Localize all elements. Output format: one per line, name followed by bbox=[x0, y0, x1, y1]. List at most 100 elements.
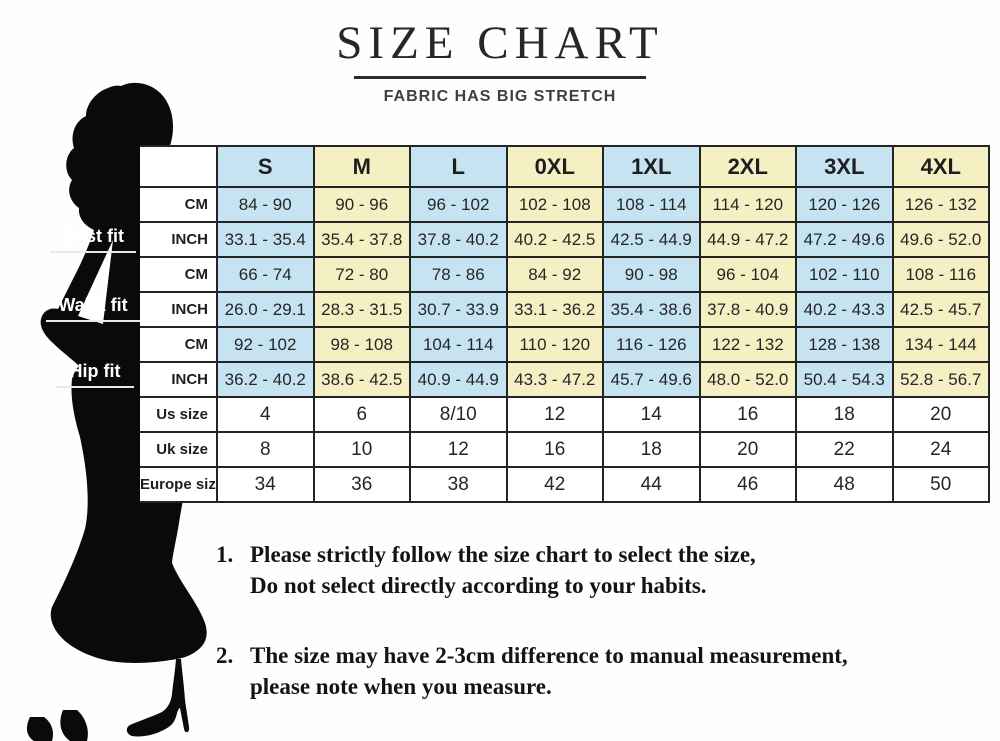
size-cell: 102 - 108 bbox=[505, 186, 604, 223]
size-cell: 47.2 - 49.6 bbox=[795, 221, 894, 258]
size-cell: 116 - 126 bbox=[602, 326, 701, 363]
size-cell: 66 - 74 bbox=[216, 256, 315, 293]
size-cell: 90 - 96 bbox=[312, 186, 411, 223]
size-cell: 30.7 - 33.9 bbox=[409, 291, 508, 328]
size-cell: 22 bbox=[795, 431, 894, 468]
size-column-header: 1XL bbox=[602, 145, 701, 188]
size-cell: 49.6 - 52.0 bbox=[891, 221, 990, 258]
size-cell: 110 - 120 bbox=[505, 326, 604, 363]
size-cell: 8 bbox=[216, 431, 315, 468]
size-cell: 98 - 108 bbox=[312, 326, 411, 363]
size-cell: 33.1 - 36.2 bbox=[505, 291, 604, 328]
size-cell: 84 - 90 bbox=[216, 186, 315, 223]
size-cell: 96 - 104 bbox=[698, 256, 797, 293]
size-cell: 42.5 - 44.9 bbox=[602, 221, 701, 258]
title-block: SIZE CHART FABRIC HAS BIG STRETCH bbox=[0, 16, 1000, 106]
size-cell: 120 - 126 bbox=[795, 186, 894, 223]
size-cell: 50.4 - 54.3 bbox=[795, 361, 894, 398]
row-label: CM bbox=[140, 256, 218, 293]
size-cell: 48 bbox=[795, 466, 894, 503]
size-cell: 108 - 114 bbox=[602, 186, 701, 223]
size-cell: 46 bbox=[698, 466, 797, 503]
size-cell: 44.9 - 47.2 bbox=[698, 221, 797, 258]
row-label: CM bbox=[140, 326, 218, 363]
subtitle: FABRIC HAS BIG STRETCH bbox=[383, 88, 617, 105]
size-cell: 72 - 80 bbox=[312, 256, 411, 293]
size-cell: 126 - 132 bbox=[891, 186, 990, 223]
size-cell: 84 - 92 bbox=[505, 256, 604, 293]
table-row: INCH 33.1 - 35.4 35.4 - 37.8 37.8 - 40.2 40.… bbox=[140, 221, 990, 258]
size-cell: 37.8 - 40.2 bbox=[409, 221, 508, 258]
row-label: Us size bbox=[140, 396, 218, 433]
size-table: S M L 0XL 1XL 2XL 3XL 4XL CM 84 - 90 90 - 96 96 - … bbox=[140, 145, 990, 503]
size-cell: 40.2 - 43.3 bbox=[795, 291, 894, 328]
note-line: Please strictly follow the size chart to… bbox=[250, 542, 756, 567]
size-cell: 4 bbox=[216, 396, 315, 433]
size-table-head: S M L 0XL 1XL 2XL 3XL 4XL bbox=[140, 145, 990, 188]
size-cell: 36 bbox=[312, 466, 411, 503]
size-cell: 10 bbox=[312, 431, 411, 468]
size-cell: 134 - 144 bbox=[891, 326, 990, 363]
size-cell: 43.3 - 47.2 bbox=[505, 361, 604, 398]
size-cell: 28.3 - 31.5 bbox=[312, 291, 411, 328]
size-cell: 36.2 - 40.2 bbox=[216, 361, 315, 398]
size-cell: 114 - 120 bbox=[698, 186, 797, 223]
size-column-header: M bbox=[312, 145, 411, 188]
table-row: CM 92 - 102 98 - 108 104 - 114 110 - 120 116 … bbox=[140, 326, 990, 363]
size-cell: 12 bbox=[409, 431, 508, 468]
size-cell: 16 bbox=[505, 431, 604, 468]
size-cell: 18 bbox=[795, 396, 894, 433]
table-row: Europe size 34 36 38 42 44 46 48 50 bbox=[140, 466, 990, 503]
size-cell: 40.2 - 42.5 bbox=[505, 221, 604, 258]
table-row: CM 84 - 90 90 - 96 96 - 102 102 - 108 108 - 1… bbox=[140, 186, 990, 223]
header-row: S M L 0XL 1XL 2XL 3XL 4XL bbox=[140, 145, 990, 188]
size-cell: 14 bbox=[602, 396, 701, 433]
size-column-header: S bbox=[216, 145, 315, 188]
title-divider bbox=[354, 76, 646, 79]
size-cell: 92 - 102 bbox=[216, 326, 315, 363]
size-column-header: 0XL bbox=[505, 145, 604, 188]
table-row: INCH 36.2 - 40.2 38.6 - 42.5 40.9 - 44.9 43.… bbox=[140, 361, 990, 398]
size-cell: 50 bbox=[891, 466, 990, 503]
size-table-body: CM 84 - 90 90 - 96 96 - 102 102 - 108 108 - 1… bbox=[140, 186, 990, 503]
size-cell: 35.4 - 37.8 bbox=[312, 221, 411, 258]
size-column-header: 2XL bbox=[698, 145, 797, 188]
size-cell: 6 bbox=[312, 396, 411, 433]
size-cell: 44 bbox=[602, 466, 701, 503]
waist-fit-label: Waist fit bbox=[46, 295, 140, 322]
row-label: INCH bbox=[140, 221, 218, 258]
table-row: CM 66 - 74 72 - 80 78 - 86 84 - 92 90 - 98 96 … bbox=[140, 256, 990, 293]
size-cell: 78 - 86 bbox=[409, 256, 508, 293]
size-cell: 48.0 - 52.0 bbox=[698, 361, 797, 398]
note-text: Please strictly follow the size chart to… bbox=[250, 539, 756, 601]
note-item: 2. The size may have 2-3cm difference to… bbox=[216, 640, 848, 702]
size-cell: 8/10 bbox=[409, 396, 508, 433]
row-label: INCH bbox=[140, 291, 218, 328]
size-cell: 104 - 114 bbox=[409, 326, 508, 363]
size-cell: 108 - 116 bbox=[891, 256, 990, 293]
size-cell: 42 bbox=[505, 466, 604, 503]
size-cell: 18 bbox=[602, 431, 701, 468]
size-cell: 26.0 - 29.1 bbox=[216, 291, 315, 328]
bust-fit-label: Bust fit bbox=[50, 226, 136, 253]
note-number: 2. bbox=[216, 643, 234, 668]
note-text: The size may have 2-3cm difference to ma… bbox=[250, 640, 848, 702]
size-cell: 42.5 - 45.7 bbox=[891, 291, 990, 328]
size-cell: 35.4 - 38.6 bbox=[602, 291, 701, 328]
size-column-header: L bbox=[409, 145, 508, 188]
size-cell: 52.8 - 56.7 bbox=[891, 361, 990, 398]
size-cell: 16 bbox=[698, 396, 797, 433]
size-cell: 122 - 132 bbox=[698, 326, 797, 363]
size-cell: 45.7 - 49.6 bbox=[602, 361, 701, 398]
size-cell: 96 - 102 bbox=[409, 186, 508, 223]
size-cell: 90 - 98 bbox=[602, 256, 701, 293]
row-label: Europe size bbox=[140, 466, 218, 503]
size-cell: 20 bbox=[891, 396, 990, 433]
table-corner-cell bbox=[140, 145, 218, 188]
note-item: 1. Please strictly follow the size chart… bbox=[216, 539, 756, 601]
hip-fit-label: Hip fit bbox=[56, 361, 134, 388]
size-cell: 34 bbox=[216, 466, 315, 503]
size-cell: 38.6 - 42.5 bbox=[312, 361, 411, 398]
size-cell: 102 - 110 bbox=[795, 256, 894, 293]
